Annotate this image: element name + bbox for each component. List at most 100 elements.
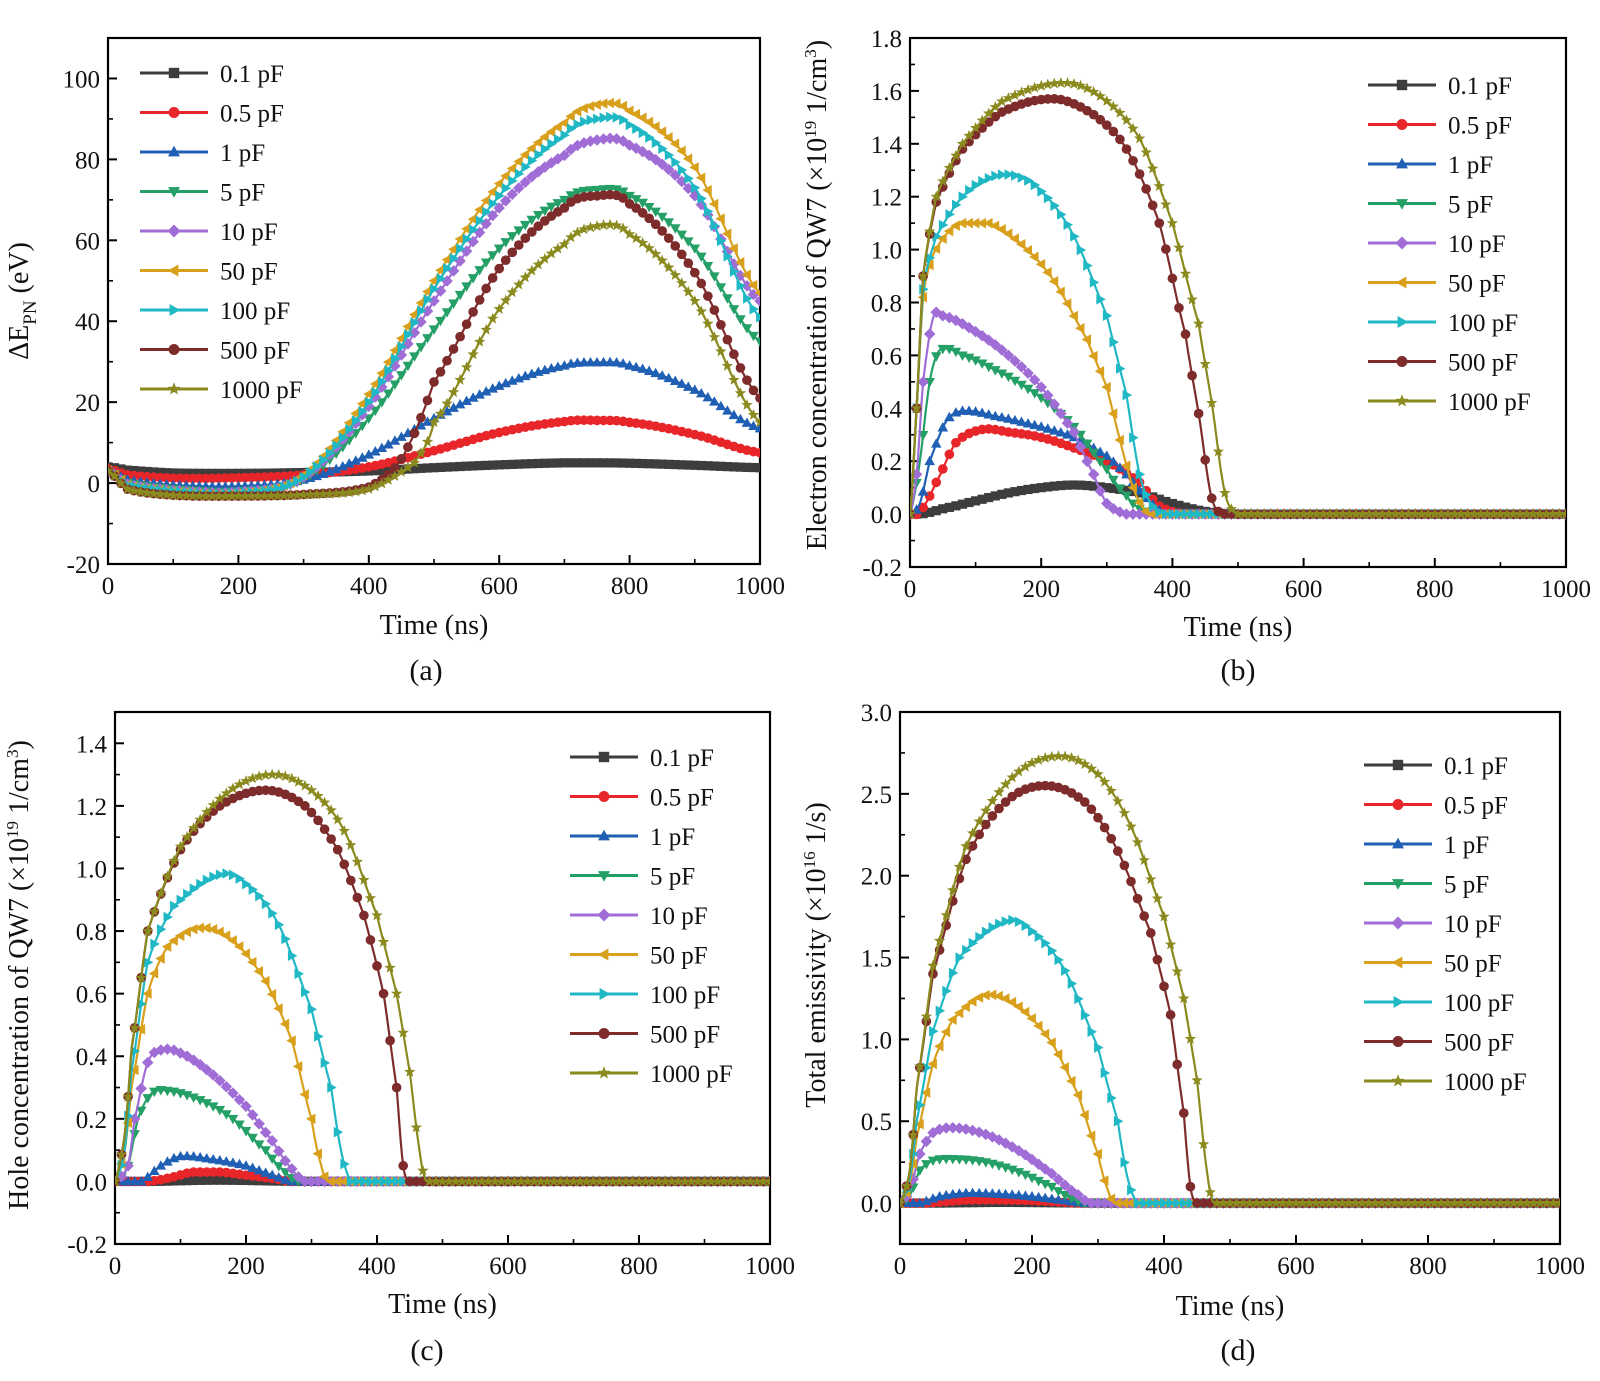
data-point (202, 874, 213, 886)
data-point (143, 957, 154, 968)
data-point (467, 348, 479, 360)
data-point (487, 383, 498, 393)
legend-swatch-marker (167, 382, 181, 395)
y-tick-label: 0.6 (871, 343, 902, 370)
data-point (742, 462, 752, 472)
data-point (1002, 92, 1015, 104)
legend-item: 0.5 pF (570, 785, 714, 812)
data-point (1006, 771, 1018, 783)
data-point (227, 935, 237, 946)
y-axis-title-end: ) (4, 740, 35, 749)
data-point (1048, 276, 1059, 287)
data-point (1127, 122, 1139, 134)
data-point (587, 1175, 599, 1187)
data-point (1507, 508, 1520, 519)
data-point (1435, 508, 1448, 519)
data-point (1175, 508, 1185, 520)
data-point (546, 458, 556, 468)
data-point (460, 361, 473, 373)
data-point (345, 423, 355, 435)
data-point (638, 127, 649, 139)
data-point (1062, 429, 1073, 439)
data-point (1224, 1197, 1236, 1208)
data-point (508, 175, 518, 187)
data-point (481, 283, 491, 294)
data-point (391, 1082, 402, 1093)
data-point (1263, 1197, 1276, 1208)
data-point (415, 343, 427, 353)
data-point (989, 410, 1001, 421)
data-point (1108, 475, 1119, 486)
data-point (299, 1089, 309, 1100)
data-point (325, 804, 337, 816)
data-point (519, 176, 532, 188)
data-point (293, 475, 303, 487)
data-point (390, 353, 401, 364)
data-point (548, 1175, 560, 1187)
data-point (1074, 441, 1087, 453)
data-point (683, 258, 694, 269)
data-point (967, 996, 977, 1007)
data-point (1094, 90, 1106, 102)
data-point (927, 1058, 937, 1070)
data-point (494, 460, 504, 470)
data-point (369, 480, 382, 492)
data-point (213, 490, 225, 501)
data-point (1094, 446, 1106, 456)
data-point (1311, 508, 1323, 519)
data-point (1108, 126, 1119, 137)
data-point (630, 232, 642, 244)
legend-label: 50 pF (1444, 951, 1502, 978)
data-point (552, 199, 564, 209)
legend-swatch-marker (1395, 236, 1409, 250)
data-point (1061, 77, 1074, 88)
legend-label: 0.5 pF (220, 101, 284, 128)
data-point (1000, 1188, 1011, 1199)
series-0_5-pF (910, 424, 1566, 520)
data-point (1059, 1179, 1071, 1191)
panel-label: (c) (410, 1334, 443, 1367)
data-point (519, 220, 531, 231)
legend-swatch-marker (168, 187, 180, 198)
data-point (947, 884, 959, 896)
data-point (495, 190, 505, 202)
data-point (1257, 1197, 1269, 1208)
data-point (1142, 489, 1152, 501)
data-point (598, 185, 609, 195)
series-1000-pF (900, 750, 1560, 1208)
data-point (1415, 508, 1428, 519)
data-point (396, 431, 407, 441)
data-point (337, 460, 349, 471)
x-axis-title: Time (ns) (1184, 612, 1293, 643)
legend-item: 1000 pF (570, 1061, 733, 1088)
data-point (1198, 1198, 1209, 1208)
data-point (1037, 186, 1047, 197)
data-point (1030, 483, 1040, 494)
data-point (416, 412, 426, 423)
data-point (454, 398, 466, 409)
data-point (1079, 797, 1090, 807)
data-point (365, 935, 376, 945)
data-point (207, 1102, 219, 1112)
x-tick-label: 0 (904, 576, 917, 603)
data-point (1180, 502, 1191, 512)
data-point (986, 794, 999, 806)
data-point (934, 1155, 945, 1165)
x-tick-label: 800 (1416, 576, 1454, 603)
data-point (637, 363, 648, 373)
data-point (156, 924, 167, 935)
data-point (689, 244, 701, 254)
data-point (1127, 508, 1139, 520)
legend-item: 5 pF (570, 864, 695, 891)
data-point (580, 1175, 593, 1187)
data-point (1085, 762, 1098, 774)
data-point (305, 784, 318, 796)
data-point (428, 325, 440, 335)
data-point (175, 468, 185, 478)
data-point (515, 1175, 527, 1187)
data-point (1343, 1197, 1355, 1208)
data-point (1070, 231, 1080, 242)
data-point (246, 1109, 259, 1121)
data-point (129, 465, 139, 476)
data-point (1088, 448, 1099, 459)
